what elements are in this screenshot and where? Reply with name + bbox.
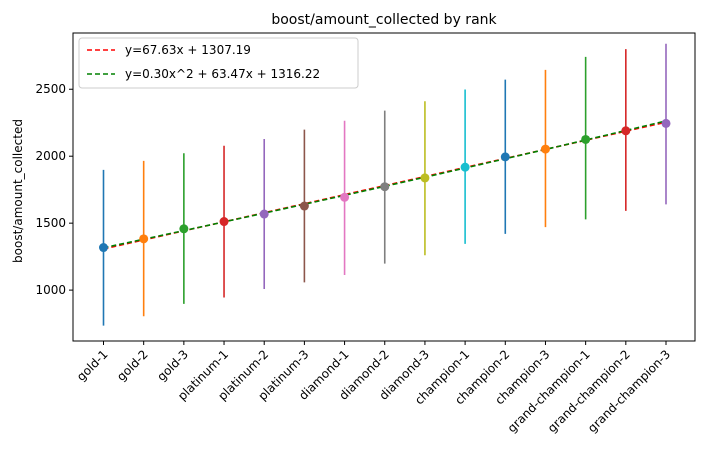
y-tick-label-2500: 2500 (35, 82, 66, 96)
mean-point-champion-2 (500, 152, 510, 162)
mean-point-grand-champion-3 (661, 118, 671, 128)
plot-marks (99, 43, 671, 326)
y-tick-label-1500: 1500 (35, 216, 66, 230)
y-tick-label-1000: 1000 (35, 283, 66, 297)
legend-box (78, 37, 359, 89)
mean-point-grand-champion-1 (581, 134, 591, 144)
y-tick-label-2000: 2000 (35, 149, 66, 163)
legend-linear-fit-label: y=67.63x + 1307.19 (125, 43, 251, 57)
mean-point-platinum-2 (259, 209, 269, 219)
quadratic-fit-line (103, 120, 667, 249)
mean-point-diamond-1 (340, 192, 350, 202)
mean-point-diamond-3 (420, 173, 430, 183)
mean-point-gold-3 (179, 224, 189, 234)
y-axis-label: boost/amount_collected (11, 119, 25, 263)
y-ticks: 1000 1500 2000 2500 (35, 82, 73, 297)
legend-quadratic-fit-label: y=0.30x^2 + 63.47x + 1316.22 (125, 67, 320, 81)
legend: y=67.63x + 1307.19 y=0.30x^2 + 63.47x + … (78, 37, 359, 89)
mean-point-diamond-2 (380, 182, 390, 192)
plot-frame (72, 32, 696, 342)
mean-point-gold-1 (99, 243, 108, 253)
mean-point-platinum-1 (219, 217, 229, 227)
mean-point-champion-3 (540, 144, 550, 154)
mean-point-champion-1 (460, 162, 470, 172)
mean-point-gold-2 (139, 234, 149, 244)
chart-title: boost/amount_collected by rank (271, 12, 497, 28)
mean-point-grand-champion-2 (621, 126, 631, 136)
mean-point-platinum-3 (299, 201, 309, 211)
